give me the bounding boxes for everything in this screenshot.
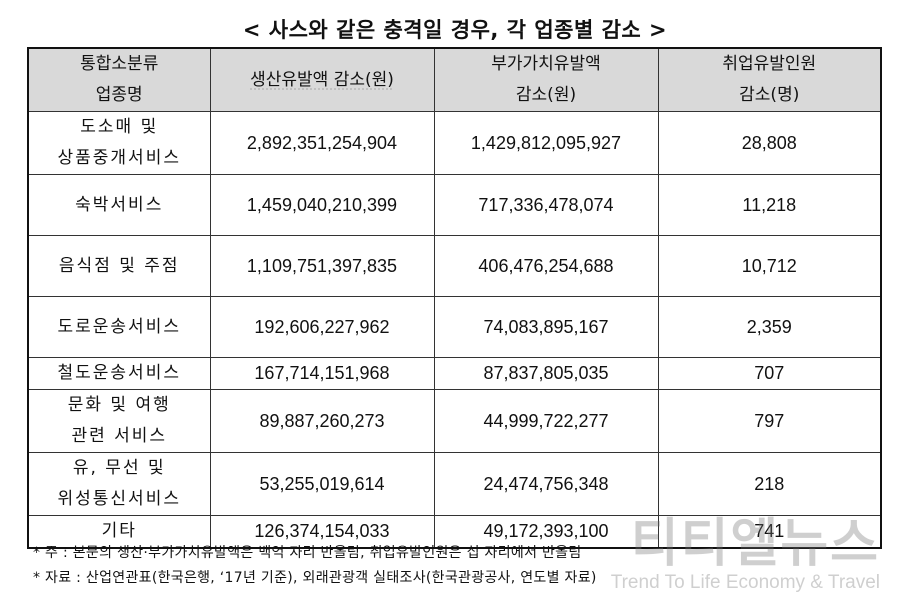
table-row: 도소매 및 상품중개서비스 2,892,351,254,904 1,429,81…: [27, 111, 882, 175]
table-row: 철도운송서비스 167,714,151,968 87,837,805,035 7…: [27, 357, 882, 390]
row-category: 기타: [27, 515, 211, 549]
table-row: 도로운송서비스 192,606,227,962 74,083,895,167 2…: [27, 296, 882, 358]
row-employment: 797: [657, 389, 882, 453]
row-category: 도소매 및 상품중개서비스: [27, 111, 211, 175]
row-category: 유, 무선 및 위성통신서비스: [27, 452, 211, 516]
row-value-added: 1,429,812,095,927: [433, 111, 659, 175]
footnote-source: * 자료 : 산업연관표(한국은행, ‘17년 기준), 외래관광객 실태조사(…: [33, 570, 597, 586]
row-production: 1,109,751,397,835: [209, 235, 435, 297]
table-title: < 사스와 같은 충격일 경우, 각 업종별 감소 >: [242, 18, 668, 42]
category-line: 상품중개서비스: [57, 148, 181, 168]
row-category: 음식점 및 주점: [27, 235, 211, 297]
row-production: 1,459,040,210,399: [209, 174, 435, 236]
header-value-added-line2: 감소(원): [515, 85, 577, 105]
header-category-line1: 통합소분류: [80, 54, 159, 74]
row-employment: 707: [657, 357, 882, 390]
row-production: 167,714,151,968: [209, 357, 435, 390]
row-category: 문화 및 여행 관련 서비스: [27, 389, 211, 453]
header-production-label: 생산유발액 감소(원): [250, 69, 394, 90]
row-production: 192,606,227,962: [209, 296, 435, 358]
row-production: 126,374,154,033: [209, 515, 435, 549]
table-row: 문화 및 여행 관련 서비스 89,887,260,273 44,999,722…: [27, 389, 882, 453]
row-production: 2,892,351,254,904: [209, 111, 435, 175]
category-line: 도소매 및: [80, 117, 159, 137]
header-employment-line1: 취업유발인원: [722, 54, 817, 74]
category-line: 유, 무선 및: [72, 458, 166, 478]
header-category: 통합소분류 업종명: [27, 47, 211, 112]
category-line: 문화 및 여행: [67, 395, 171, 415]
header-value-added: 부가가치유발액 감소(원): [433, 47, 659, 112]
row-production: 53,255,019,614: [209, 452, 435, 516]
category-line: 숙박서비스: [75, 194, 164, 215]
row-employment: 741: [657, 515, 882, 549]
row-value-added: 717,336,478,074: [433, 174, 659, 236]
row-production: 89,887,260,273: [209, 389, 435, 453]
header-production: 생산유발액 감소(원): [209, 47, 435, 112]
header-employment-line2: 감소(명): [739, 85, 800, 105]
footnotes: * 주 : 본문의 생산·부가가치유발액은 백억 자리 반올림, 취업유발인원은…: [33, 541, 597, 591]
header-category-line2: 업종명: [95, 85, 143, 105]
header-employment: 취업유발인원 감소(명): [657, 47, 882, 112]
row-employment: 2,359: [657, 296, 882, 358]
row-employment: 218: [657, 452, 882, 516]
table-row: 기타 126,374,154,033 49,172,393,100 741: [27, 515, 882, 549]
row-category: 숙박서비스: [27, 174, 211, 236]
row-employment: 28,808: [657, 111, 882, 175]
footnote-note: * 주 : 본문의 생산·부가가치유발액은 백억 자리 반올림, 취업유발인원은…: [33, 545, 582, 561]
row-value-added: 74,083,895,167: [433, 296, 659, 358]
table-row: 유, 무선 및 위성통신서비스 53,255,019,614 24,474,75…: [27, 452, 882, 516]
industry-decrease-table: 통합소분류 업종명 생산유발액 감소(원) 부가가치유발액 감소(원) 취업유발…: [27, 47, 882, 549]
category-line: 도로운송서비스: [57, 316, 181, 337]
watermark-tagline: Trend To Life Economy & Travel: [610, 572, 880, 593]
row-category: 도로운송서비스: [27, 296, 211, 358]
category-line: 위성통신서비스: [57, 489, 181, 509]
row-value-added: 24,474,756,348: [433, 452, 659, 516]
table-row: 숙박서비스 1,459,040,210,399 717,336,478,074 …: [27, 174, 882, 236]
header-value-added-line1: 부가가치유발액: [491, 54, 601, 74]
row-value-added: 406,476,254,688: [433, 235, 659, 297]
category-line: 철도운송서비스: [57, 363, 181, 383]
row-employment: 11,218: [657, 174, 882, 236]
row-value-added: 44,999,722,277: [433, 389, 659, 453]
row-category: 철도운송서비스: [27, 357, 211, 390]
row-value-added: 87,837,805,035: [433, 357, 659, 390]
category-line: 기타: [101, 521, 137, 541]
watermark: 티티엘뉴스 Trend To Life Economy & Travel: [611, 516, 880, 594]
row-employment: 10,712: [657, 235, 882, 297]
watermark-logo: 티티엘뉴스: [630, 515, 880, 573]
category-line: 음식점 및 주점: [58, 255, 180, 276]
table-row: 음식점 및 주점 1,109,751,397,835 406,476,254,6…: [27, 235, 882, 297]
category-line: 관련 서비스: [71, 426, 168, 446]
